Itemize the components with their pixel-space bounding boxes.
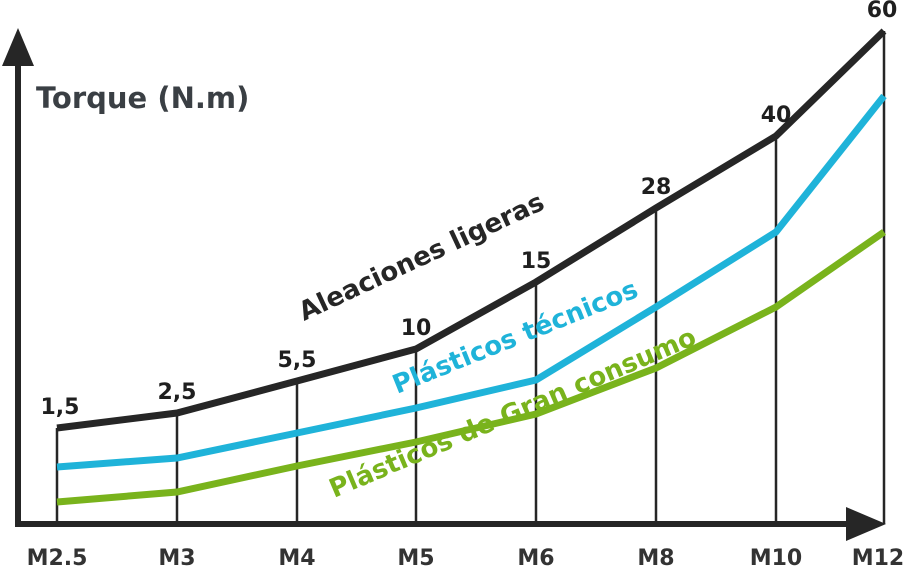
x-tick-m4: M4 <box>278 546 315 569</box>
series-lines <box>56 28 887 506</box>
x-tick-m10: M10 <box>750 546 803 569</box>
y-axis-title: Torque (N.m) <box>36 81 249 115</box>
y-axis-arrow <box>2 28 34 66</box>
series-line-plasticos-tecnicos <box>56 93 887 471</box>
value-label-m5: 10 <box>401 316 432 341</box>
value-label-m3: 2,5 <box>158 380 197 405</box>
value-label-m4: 5,5 <box>278 348 317 373</box>
axes <box>2 28 886 541</box>
x-tick-m5: M5 <box>397 546 434 569</box>
value-label-m12: 60 <box>867 0 898 23</box>
value-labels: 1,5 2,5 5,5 10 15 28 40 60 <box>41 0 898 420</box>
x-axis-arrow <box>846 507 886 541</box>
value-label-m2-5: 1,5 <box>41 395 80 420</box>
series-line-plasticos-de-gran-consumo <box>56 229 886 506</box>
x-tick-m3: M3 <box>158 546 195 569</box>
value-label-m6: 15 <box>521 249 552 274</box>
value-label-m8: 28 <box>641 175 672 200</box>
x-tick-m12: M12 <box>852 546 905 569</box>
x-tick-labels: M2.5 M3 M4 M5 M6 M8 M10 M12 <box>27 546 905 569</box>
series-label-aleaciones-ligeras: Aleaciones ligeras <box>294 187 549 327</box>
x-tick-m2-5: M2.5 <box>27 546 88 569</box>
series-line-aleaciones-ligeras <box>56 28 887 432</box>
x-tick-m8: M8 <box>637 546 674 569</box>
x-tick-m6: M6 <box>517 546 554 569</box>
value-label-m10: 40 <box>761 103 792 128</box>
